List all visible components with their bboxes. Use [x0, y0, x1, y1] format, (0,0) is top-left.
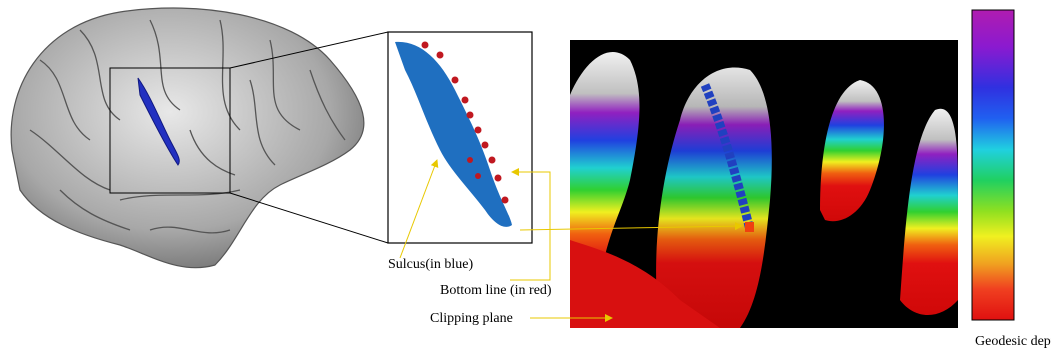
- colorbar: [972, 10, 1014, 320]
- colorbar-label: Geodesic depth: [975, 334, 1051, 349]
- bottom-line-label: Bottom line (in red): [440, 283, 552, 298]
- clipped-render: [570, 40, 958, 328]
- sulcus-label: Sulcus(in blue): [388, 257, 473, 272]
- clipping-plane-label: Clipping plane: [430, 311, 513, 326]
- figure: Geodesic depth Sulcus(in blue) Bottom li…: [0, 0, 1051, 351]
- brain-render: [11, 8, 388, 268]
- sulcus-inset: [388, 32, 532, 243]
